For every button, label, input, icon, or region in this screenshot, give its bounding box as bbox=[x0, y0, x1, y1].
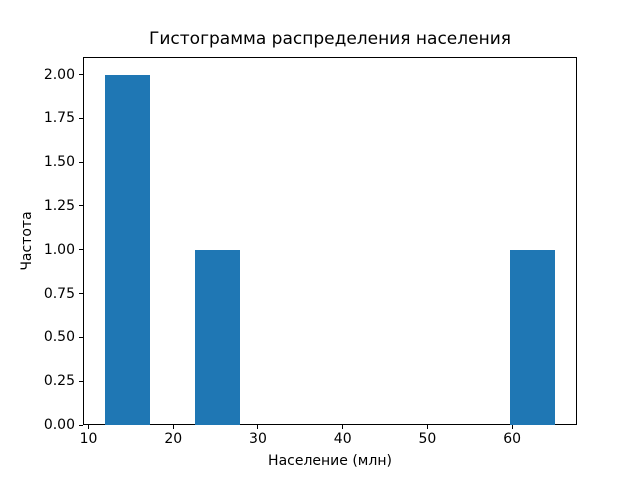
x-tick bbox=[257, 425, 259, 429]
histogram-bar bbox=[105, 74, 151, 425]
y-tick-label: 1.25 bbox=[43, 197, 75, 214]
y-tick bbox=[79, 205, 83, 207]
y-tick bbox=[79, 249, 83, 251]
x-tick-label: 50 bbox=[418, 431, 437, 447]
y-tick-label: 1.75 bbox=[43, 110, 75, 127]
x-tick bbox=[426, 425, 428, 429]
y-tick bbox=[79, 161, 83, 163]
y-tick bbox=[79, 424, 83, 426]
x-tick bbox=[342, 425, 344, 429]
x-tick-label: 10 bbox=[79, 431, 98, 447]
x-axis-label: Население (млн) bbox=[268, 453, 392, 469]
x-tick-label: 30 bbox=[249, 431, 267, 447]
chart-title: Гистограмма распределения населения bbox=[149, 29, 511, 49]
plot-area bbox=[83, 57, 577, 425]
x-tick-label: 40 bbox=[333, 431, 352, 447]
y-tick-label: 1.00 bbox=[43, 241, 75, 258]
y-tick-label: 0.25 bbox=[43, 373, 75, 390]
y-tick-label: 2.00 bbox=[43, 66, 75, 83]
y-tick-label: 0.75 bbox=[43, 285, 75, 302]
x-tick bbox=[172, 425, 174, 429]
histogram-bar bbox=[195, 249, 241, 425]
y-tick-label: 0.00 bbox=[43, 417, 75, 433]
y-tick-label: 1.50 bbox=[43, 154, 75, 171]
y-tick bbox=[79, 336, 83, 338]
histogram-bar bbox=[509, 249, 555, 425]
x-tick-label: 20 bbox=[164, 431, 183, 447]
y-tick-label: 0.50 bbox=[43, 329, 75, 346]
y-tick bbox=[79, 380, 83, 382]
x-tick bbox=[88, 425, 89, 429]
y-tick bbox=[79, 117, 83, 119]
y-tick bbox=[79, 74, 83, 76]
x-tick-label: 60 bbox=[503, 431, 522, 447]
x-tick bbox=[511, 425, 513, 429]
y-tick bbox=[79, 293, 83, 295]
